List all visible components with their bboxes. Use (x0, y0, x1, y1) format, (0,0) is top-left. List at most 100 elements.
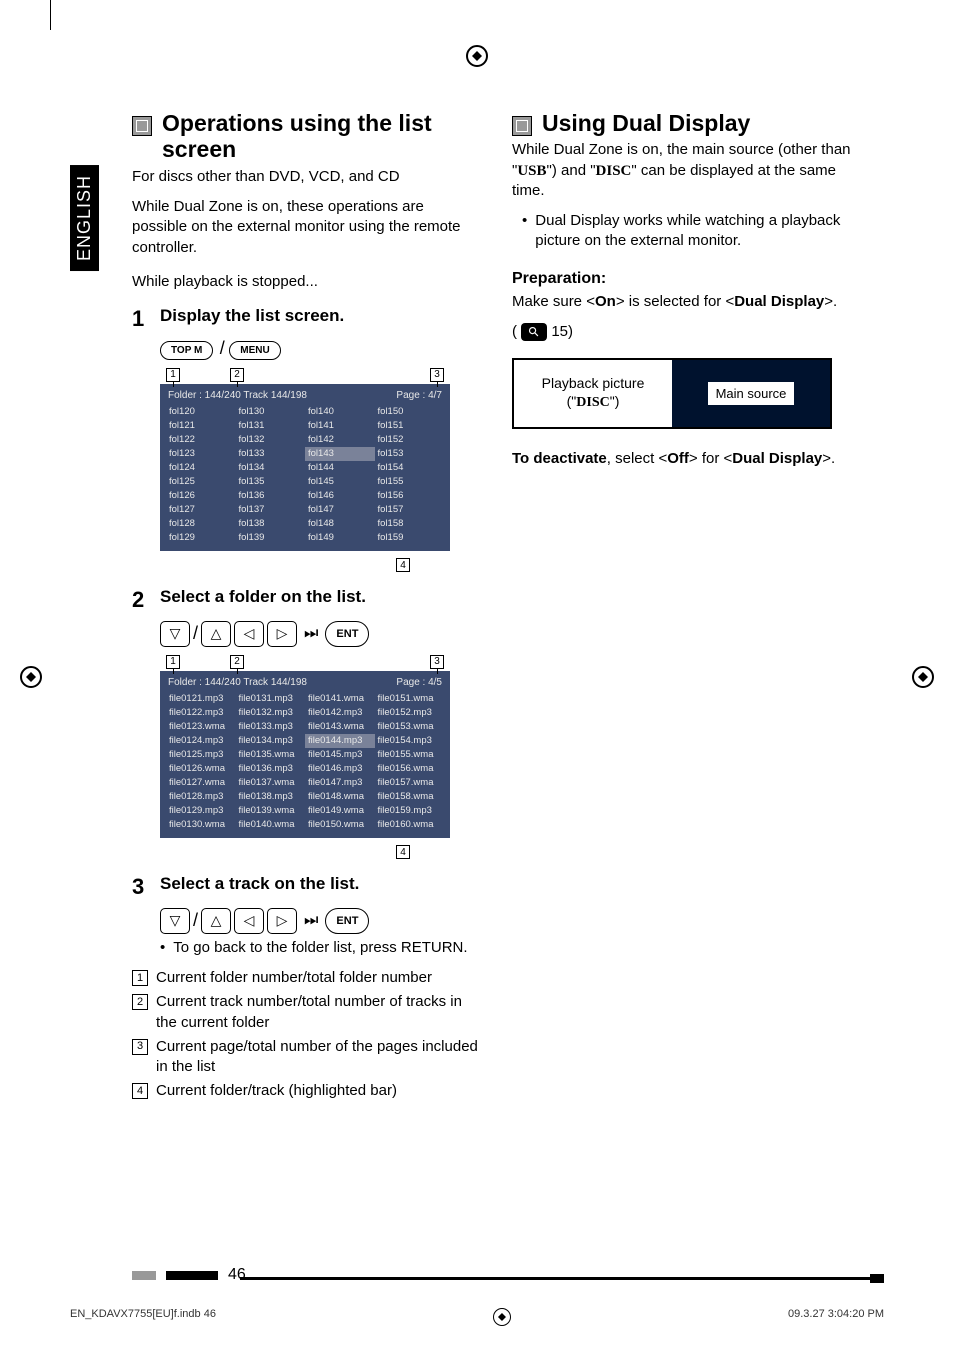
list-cell: file0134.mp3 (236, 734, 306, 748)
deactivate-text: To deactivate, select <Off> for <Dual Di… (512, 449, 862, 469)
callout-2b: 2 (230, 655, 244, 669)
step-3-num: 3 (132, 874, 150, 900)
up-btn: △ (201, 621, 231, 647)
list-cell: fol158 (375, 517, 445, 531)
list-cell: file0143.wma (305, 720, 375, 734)
list-cell: fol129 (166, 531, 236, 545)
topm-pill: TOP M (160, 341, 213, 360)
dual-left: Playback picture ("DISC") (514, 360, 672, 426)
footer-right: 09.3.27 3:04:20 PM (788, 1308, 884, 1326)
list-cell: fol154 (375, 461, 445, 475)
list-cell: fol150 (375, 405, 445, 419)
pn-bar-black (166, 1271, 218, 1280)
list-cell: fol121 (166, 419, 236, 433)
list-cell: file0149.wma (305, 804, 375, 818)
list-cell: file0145.mp3 (305, 748, 375, 762)
legend-3-num: 3 (132, 1039, 148, 1055)
list-cell: file0132.mp3 (236, 706, 306, 720)
dual-right: Main source (672, 360, 830, 426)
list-cell: file0142.mp3 (305, 706, 375, 720)
left-btn: ◁ (234, 621, 264, 647)
list-cell: file0139.wma (236, 804, 306, 818)
list-cell: fol130 (236, 405, 306, 419)
list-cell: file0129.mp3 (166, 804, 236, 818)
list-cell: file0141.wma (305, 692, 375, 706)
list-cell: file0148.wma (305, 790, 375, 804)
legend-4-num: 4 (132, 1083, 148, 1099)
list-cell: file0128.mp3 (166, 790, 236, 804)
legend-1-num: 1 (132, 970, 148, 986)
list-cell: fol144 (305, 461, 375, 475)
list-cell: file0126.wma (166, 762, 236, 776)
list-cell: fol120 (166, 405, 236, 419)
footer: EN_KDAVX7755[EU]f.indb 46 09.3.27 3:04:2… (70, 1308, 884, 1326)
list-cell: file0160.wma (375, 818, 445, 832)
list-cell: fol140 (305, 405, 375, 419)
list-cell: file0140.wma (236, 818, 306, 832)
return-text: To go back to the folder list, press RET… (173, 938, 467, 958)
callout-1: 1 (166, 368, 180, 382)
list-cell: file0122.mp3 (166, 706, 236, 720)
list-cell: fol135 (236, 475, 306, 489)
track-list-box: Folder : 144/240 Track 144/198 Page : 4/… (160, 671, 450, 838)
right-heading: Using Dual Display (542, 110, 750, 136)
list-cell: fol153 (375, 447, 445, 461)
right-btn: ▷ (267, 621, 297, 647)
folder-hdr-left: Folder : 144/240 Track 144/198 (168, 390, 307, 401)
intro-1: For discs other than DVD, VCD, and CD (132, 167, 482, 187)
list-cell: fol151 (375, 419, 445, 433)
list-cell: file0130.wma (166, 818, 236, 832)
list-cell: file0131.mp3 (236, 692, 306, 706)
up-btn-2: △ (201, 908, 231, 934)
callout-1b: 1 (166, 655, 180, 669)
right-bullet-text: Dual Display works while watching a play… (535, 211, 862, 252)
legend-4: Current folder/track (highlighted bar) (156, 1081, 397, 1101)
list-cell: file0150.wma (305, 818, 375, 832)
page-number: 46 (228, 1266, 246, 1284)
page-number-block: 46 (132, 1266, 246, 1284)
left-btn-2: ◁ (234, 908, 264, 934)
right-bullet: Dual Display works while watching a play… (522, 211, 862, 252)
list-cell: fol125 (166, 475, 236, 489)
step-2: 2 Select a folder on the list. (132, 587, 482, 613)
list-cell: fol145 (305, 475, 375, 489)
list-cell: fol146 (305, 489, 375, 503)
track-hdr-right: Page : 4/5 (396, 677, 442, 688)
folder-list-screen: 1 2 3 Folder : 144/240 Track 144/198 Pag… (160, 368, 450, 573)
folder-list-box: Folder : 144/240 Track 144/198 Page : 4/… (160, 384, 450, 551)
list-cell: file0144.mp3 (305, 734, 375, 748)
track-list-screen: 1 2 3 Folder : 144/240 Track 144/198 Pag… (160, 655, 450, 860)
list-cell: fol143 (305, 447, 375, 461)
list-cell: file0127.wma (166, 776, 236, 790)
callout-4b: 4 (396, 845, 410, 859)
list-cell: file0146.mp3 (305, 762, 375, 776)
list-cell: file0125.mp3 (166, 748, 236, 762)
list-cell: file0154.mp3 (375, 734, 445, 748)
down-btn: ▽ (160, 621, 190, 647)
footer-crop-icon (493, 1308, 511, 1326)
step-1: 1 Display the list screen. (132, 306, 482, 332)
list-cell: file0135.wma (236, 748, 306, 762)
preparation-heading: Preparation: (512, 270, 862, 288)
callout-4: 4 (396, 558, 410, 572)
list-cell: fol123 (166, 447, 236, 461)
list-cell: file0138.mp3 (236, 790, 306, 804)
page-content: ENGLISH Operations using the list screen… (70, 110, 884, 1284)
legend-1: Current folder number/total folder numbe… (156, 968, 432, 988)
list-cell: fol128 (166, 517, 236, 531)
list-cell: fol155 (375, 475, 445, 489)
list-cell: fol124 (166, 461, 236, 475)
return-bullet: To go back to the folder list, press RET… (160, 938, 482, 958)
ent-btn-2: ENT (325, 908, 369, 934)
list-cell: fol139 (236, 531, 306, 545)
list-cell: file0124.mp3 (166, 734, 236, 748)
list-cell: fol127 (166, 503, 236, 517)
list-cell: file0159.mp3 (375, 804, 445, 818)
right-p1: While Dual Zone is on, the main source (… (512, 140, 862, 201)
crop-mark-right (912, 666, 934, 688)
step-1-num: 1 (132, 306, 150, 332)
crop-line (50, 0, 51, 30)
nav-buttons-2: ▽ / △ ◁ ▷ ⏭ ENT (160, 908, 482, 934)
list-cell: fol159 (375, 531, 445, 545)
legend-2-num: 2 (132, 994, 148, 1010)
